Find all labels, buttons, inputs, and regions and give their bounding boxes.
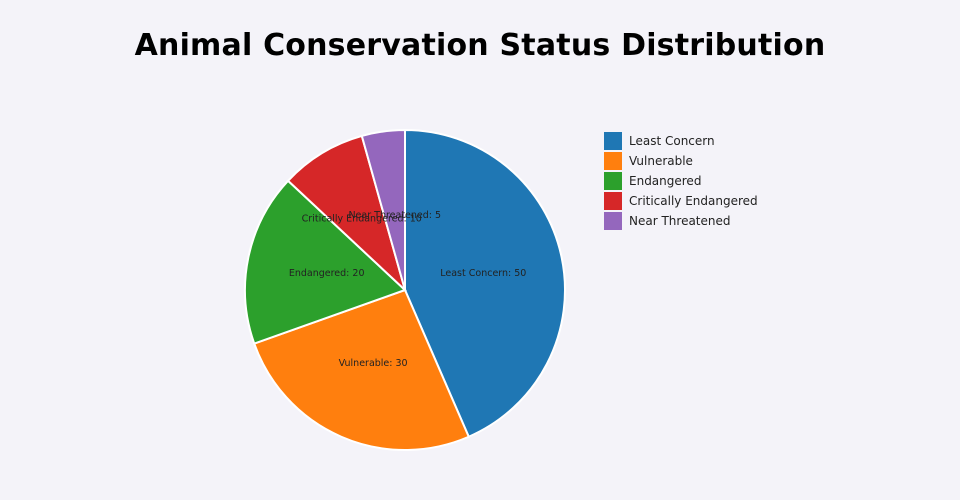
slice-label-vulnerable: Vulnerable: 30 — [339, 358, 408, 369]
pie-slice-near-threatened[interactable] — [360, 128, 406, 291]
legend-swatch — [604, 152, 622, 170]
legend-label: Endangered — [629, 174, 702, 188]
slice-label-endangered: Endangered: 20 — [289, 268, 365, 279]
chart-title: Animal Conservation Status Distribution — [134, 28, 826, 63]
legend-item-critically-endangered[interactable]: Critically Endangered — [604, 191, 758, 211]
pie-slice-least-concern[interactable] — [404, 128, 566, 439]
slice-label-near-threatened: Near Threatened: 5 — [348, 210, 441, 221]
legend-item-endangered[interactable]: Endangered — [604, 171, 758, 191]
legend-label: Least Concern — [629, 134, 715, 148]
legend-item-vulnerable[interactable]: Vulnerable — [604, 151, 758, 171]
legend-item-near-threatened[interactable]: Near Threatened — [604, 211, 758, 231]
pie-slice-endangered[interactable] — [244, 179, 407, 345]
legend-swatch — [604, 132, 622, 150]
legend-label: Near Threatened — [629, 214, 731, 228]
legend-swatch — [604, 192, 622, 210]
legend-label: Vulnerable — [629, 154, 693, 168]
pie-slice-critically-endangered[interactable] — [286, 134, 407, 294]
slice-label-least-concern: Least Concern: 50 — [440, 268, 526, 279]
legend-swatch — [604, 212, 622, 230]
legend-swatch — [604, 172, 622, 190]
legend: Least Concern Vulnerable Endangered Critica… — [604, 131, 758, 231]
pie-slice-vulnerable[interactable] — [252, 288, 471, 451]
slice-label-critically-endangered: Critically Endangered: 10 — [302, 213, 422, 224]
legend-label: Critically Endangered — [629, 194, 758, 208]
legend-item-least-concern[interactable]: Least Concern — [604, 131, 758, 151]
